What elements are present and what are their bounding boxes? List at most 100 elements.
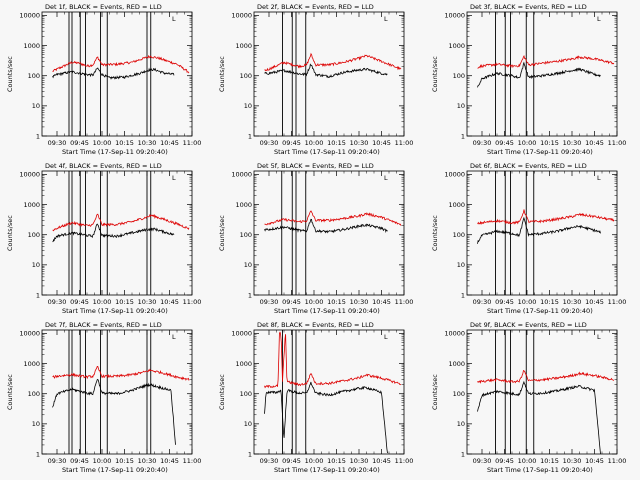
- x-tick-label: 09:30: [48, 298, 67, 306]
- panel-title: Det 6f, BLACK = Events, RED = LLD: [470, 162, 587, 170]
- y-tick-label: 1000: [235, 42, 252, 50]
- y-axis-label: Counts/sec: [431, 215, 439, 251]
- x-tick-label: 09:45: [70, 298, 89, 306]
- x-tick-label: 10:45: [372, 139, 391, 147]
- events-series-line: [477, 380, 601, 455]
- plot-frame: [466, 11, 618, 137]
- plot-frame: [41, 170, 193, 296]
- x-tick-label: 10:00: [93, 139, 112, 147]
- x-tick-label: 09:45: [70, 457, 89, 465]
- lld-series-line: [52, 365, 190, 381]
- x-tick-label: 10:15: [540, 139, 559, 147]
- x-tick-label: 10:30: [138, 457, 157, 465]
- x-tick-label: 10:15: [540, 298, 559, 306]
- legend-glyph: L: [172, 174, 176, 182]
- x-tick-label: 11:00: [608, 298, 627, 306]
- panel-det-3: Det 3f, BLACK = Events, RED = LLD Counts/…: [431, 3, 626, 156]
- y-tick-label: 10000: [444, 12, 465, 20]
- panel-det-2: Det 2f, BLACK = Events, RED = LLD Counts/…: [218, 3, 413, 156]
- y-tick-label: 1: [36, 132, 40, 140]
- panel-title: Det 3f, BLACK = Events, RED = LLD: [470, 3, 587, 11]
- y-axis-label: Counts/sec: [6, 215, 14, 251]
- lld-series-line: [264, 331, 402, 389]
- y-tick-label: 100: [240, 390, 252, 398]
- y-axis-label: Counts/sec: [6, 56, 14, 92]
- legend-glyph: L: [384, 174, 388, 182]
- panel-det-4: Det 4f, BLACK = Events, RED = LLD Counts/…: [6, 162, 201, 315]
- y-tick-label: 10: [244, 102, 252, 110]
- panel-title: Det 7f, BLACK = Events, RED = LLD: [45, 321, 162, 329]
- panel-title: Det 9f, BLACK = Events, RED = LLD: [470, 321, 587, 329]
- x-tick-label: 09:45: [495, 457, 514, 465]
- panel-det-5: Det 5f, BLACK = Events, RED = LLD Counts/…: [218, 162, 413, 315]
- x-tick-label: 10:00: [93, 298, 112, 306]
- y-tick-label: 100: [453, 390, 465, 398]
- x-tick-label: 09:45: [495, 298, 514, 306]
- y-tick-label: 1000: [23, 201, 40, 209]
- events-series-line: [264, 381, 388, 454]
- y-tick-label: 10: [32, 261, 40, 269]
- x-tick-label: 11:00: [395, 457, 414, 465]
- x-tick-label: 09:45: [282, 298, 301, 306]
- y-tick-label: 100: [240, 231, 252, 239]
- x-axis-label: Start Time (17-Sep-11 09:20:40): [487, 307, 593, 315]
- events-series-line: [477, 216, 601, 244]
- panel-title: Det 2f, BLACK = Events, RED = LLD: [257, 3, 374, 11]
- panel-title: Det 8f, BLACK = Events, RED = LLD: [257, 321, 374, 329]
- x-axis-label: Start Time (17-Sep-11 09:20:40): [62, 466, 168, 474]
- x-tick-label: 11:00: [608, 457, 627, 465]
- panel-title: Det 4f, BLACK = Events, RED = LLD: [45, 162, 162, 170]
- x-axis-label: Start Time (17-Sep-11 09:20:40): [62, 307, 168, 315]
- events-series-line: [264, 63, 388, 79]
- y-tick-label: 100: [453, 231, 465, 239]
- x-tick-label: 10:45: [585, 457, 604, 465]
- x-axis-label: Start Time (17-Sep-11 09:20:40): [274, 466, 380, 474]
- x-tick-label: 10:45: [372, 298, 391, 306]
- x-axis-label: Start Time (17-Sep-11 09:20:40): [274, 307, 380, 315]
- x-tick-label: 11:00: [608, 139, 627, 147]
- x-tick-label: 09:30: [473, 298, 492, 306]
- x-tick-label: 11:00: [395, 298, 414, 306]
- y-tick-label: 10: [32, 420, 40, 428]
- y-tick-label: 1: [461, 450, 465, 458]
- panel-title: Det 5f, BLACK = Events, RED = LLD: [257, 162, 374, 170]
- x-tick-label: 11:00: [183, 457, 202, 465]
- x-tick-label: 11:00: [395, 139, 414, 147]
- x-tick-label: 09:45: [70, 139, 89, 147]
- x-tick-label: 10:15: [115, 139, 134, 147]
- y-tick-label: 1000: [448, 201, 465, 209]
- lld-series-line: [52, 213, 190, 232]
- y-tick-label: 1000: [448, 360, 465, 368]
- y-tick-label: 100: [240, 72, 252, 80]
- plot-frame: [253, 329, 405, 455]
- x-tick-label: 10:45: [585, 298, 604, 306]
- legend-glyph: L: [597, 174, 601, 182]
- x-tick-label: 09:45: [495, 139, 514, 147]
- y-tick-label: 100: [28, 72, 40, 80]
- plot-frame: [466, 329, 618, 455]
- y-tick-label: 1: [248, 132, 252, 140]
- y-axis-label: Counts/sec: [218, 374, 226, 410]
- y-tick-label: 10: [32, 102, 40, 110]
- y-tick-label: 10000: [231, 171, 252, 179]
- x-tick-label: 10:45: [372, 457, 391, 465]
- y-axis-label: Counts/sec: [218, 215, 226, 251]
- lld-series-line: [477, 370, 615, 384]
- events-series-line: [52, 67, 175, 80]
- panel-det-1: Det 1f, BLACK = Events, RED = LLD Counts/…: [6, 3, 201, 156]
- plot-frame: [41, 329, 193, 455]
- events-series-line: [52, 378, 176, 445]
- x-tick-label: 09:30: [473, 457, 492, 465]
- lld-series-line: [477, 209, 615, 225]
- y-tick-label: 1: [36, 291, 40, 299]
- legend-glyph: L: [384, 333, 388, 341]
- x-tick-label: 11:00: [183, 298, 202, 306]
- x-tick-label: 10:30: [350, 457, 369, 465]
- x-tick-label: 09:30: [260, 457, 279, 465]
- x-tick-label: 10:00: [93, 457, 112, 465]
- x-axis-label: Start Time (17-Sep-11 09:20:40): [274, 148, 380, 156]
- x-tick-label: 09:30: [48, 457, 67, 465]
- panel-det-7: Det 7f, BLACK = Events, RED = LLD Counts/…: [6, 321, 201, 474]
- x-tick-label: 10:00: [518, 457, 537, 465]
